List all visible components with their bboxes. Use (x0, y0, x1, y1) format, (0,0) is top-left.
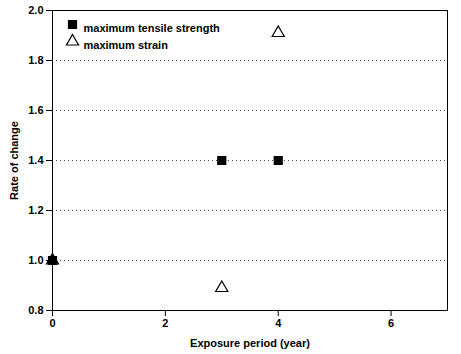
svg-text:maximum strain: maximum strain (84, 39, 169, 51)
svg-text:6: 6 (388, 317, 394, 329)
svg-text:maximum tensile strength: maximum tensile strength (84, 22, 221, 34)
svg-text:2.0: 2.0 (28, 4, 43, 16)
svg-text:2: 2 (162, 317, 168, 329)
svg-text:1.6: 1.6 (28, 104, 43, 116)
svg-text:0: 0 (49, 317, 55, 329)
svg-text:1.4: 1.4 (28, 154, 44, 166)
svg-text:Exposure period (year): Exposure period (year) (190, 337, 310, 349)
svg-text:4: 4 (275, 317, 282, 329)
svg-text:Rate of change: Rate of change (8, 121, 20, 200)
svg-text:1.2: 1.2 (28, 204, 43, 216)
svg-text:0.8: 0.8 (28, 304, 43, 316)
svg-text:1.8: 1.8 (28, 54, 43, 66)
svg-text:1.0: 1.0 (28, 254, 43, 266)
